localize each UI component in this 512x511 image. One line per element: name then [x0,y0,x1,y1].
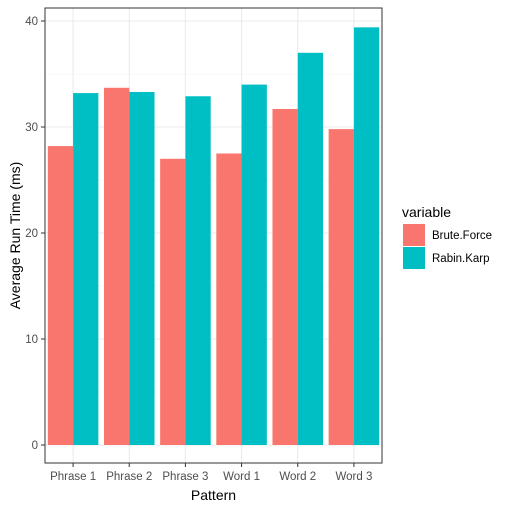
legend-label: Rabin.Karp [432,253,490,265]
x-tick-label: Phrase 2 [106,471,152,483]
bar-rabin-karp [353,27,380,446]
y-axis-title: Average Run Time (ms) [7,162,23,310]
legend: variable Brute.Force Rabin.Karp [402,204,492,269]
y-tick-label: 40 [25,16,38,28]
bar-brute-force [216,153,242,445]
x-tick-label: Word 2 [279,471,316,483]
legend-label: Brute.Force [432,230,492,242]
y-tick-label: 20 [25,228,38,240]
bar-brute-force [47,146,74,445]
y-tick-label: 30 [25,122,38,134]
bar-rabin-karp [297,52,324,446]
bar-brute-force [103,87,130,445]
x-axis: Phrase 1 Phrase 2 Phrase 3 Word 1 Word 2 Word… [50,463,372,483]
bar-rabin-karp [129,92,155,446]
x-tick-label: Phrase 1 [50,471,96,483]
bar-brute-force [272,108,298,445]
bar-rabin-karp [185,96,211,445]
legend-key [403,224,425,246]
y-tick-label: 10 [25,334,38,346]
y-tick-label: 0 [32,440,38,452]
minor-gridlines [45,73,382,393]
x-axis-title: Pattern [191,487,236,503]
bars [47,27,380,446]
x-tick-label: Word 3 [335,471,372,483]
x-tick-label: Word 1 [223,471,260,483]
bar-brute-force [160,158,186,446]
legend-title: variable [402,204,451,220]
bar-brute-force [328,129,354,445]
panel-background [45,8,382,463]
legend-key [403,247,425,269]
bar-rabin-karp [241,84,267,445]
x-tick-label: Phrase 3 [162,471,208,483]
y-axis: 0 10 20 30 40 [25,16,45,452]
panel-border [44,7,383,464]
bar-rabin-karp [73,93,99,445]
